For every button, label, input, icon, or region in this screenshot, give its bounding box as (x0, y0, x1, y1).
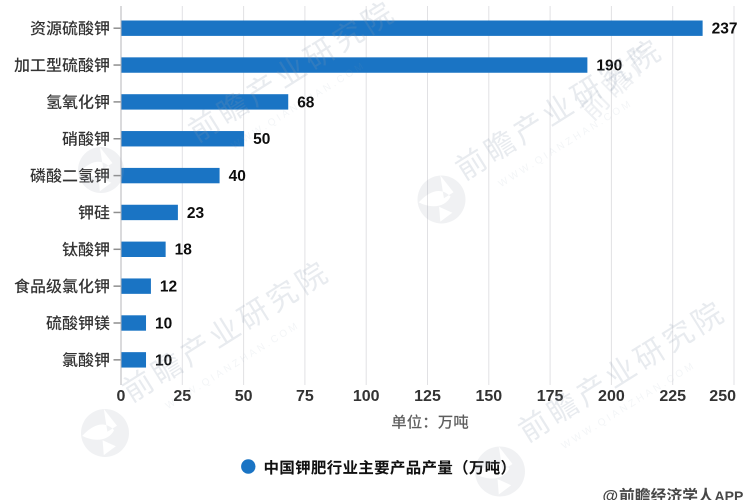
svg-text:75: 75 (296, 388, 314, 405)
svg-text:0: 0 (117, 388, 126, 405)
svg-text:40: 40 (229, 168, 246, 185)
svg-text:25: 25 (173, 388, 191, 405)
svg-text:50: 50 (235, 388, 253, 405)
svg-text:237: 237 (712, 21, 738, 38)
svg-text:225: 225 (659, 388, 686, 405)
svg-text:200: 200 (598, 388, 625, 405)
svg-text:18: 18 (175, 242, 193, 259)
svg-text:APP: APP (715, 488, 744, 500)
svg-text:150: 150 (475, 388, 502, 405)
svg-text:68: 68 (297, 94, 315, 111)
svg-text:125: 125 (414, 388, 441, 405)
svg-text:12: 12 (160, 279, 177, 296)
svg-text:23: 23 (187, 205, 205, 222)
svg-text:10: 10 (155, 315, 172, 332)
svg-text:50: 50 (253, 131, 270, 148)
svg-text:@: @ (603, 488, 619, 500)
svg-text:250: 250 (709, 388, 736, 405)
svg-text:100: 100 (353, 388, 380, 405)
